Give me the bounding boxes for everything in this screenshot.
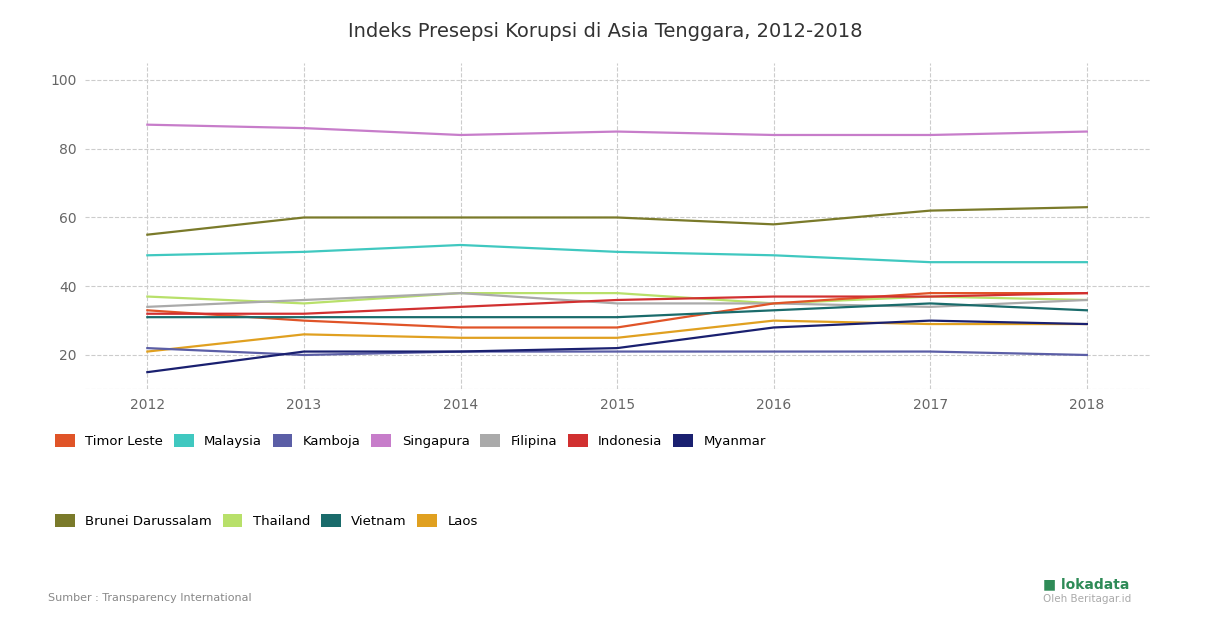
Text: Oleh Beritagar.id: Oleh Beritagar.id [1043, 594, 1131, 604]
Text: ■ lokadata: ■ lokadata [1043, 578, 1129, 592]
Text: Indeks Presepsi Korupsi di Asia Tenggara, 2012-2018: Indeks Presepsi Korupsi di Asia Tenggara… [347, 22, 863, 41]
Legend: Brunei Darussalam, Thailand, Vietnam, Laos: Brunei Darussalam, Thailand, Vietnam, La… [54, 514, 478, 528]
Text: Sumber : Transparency International: Sumber : Transparency International [48, 593, 252, 603]
